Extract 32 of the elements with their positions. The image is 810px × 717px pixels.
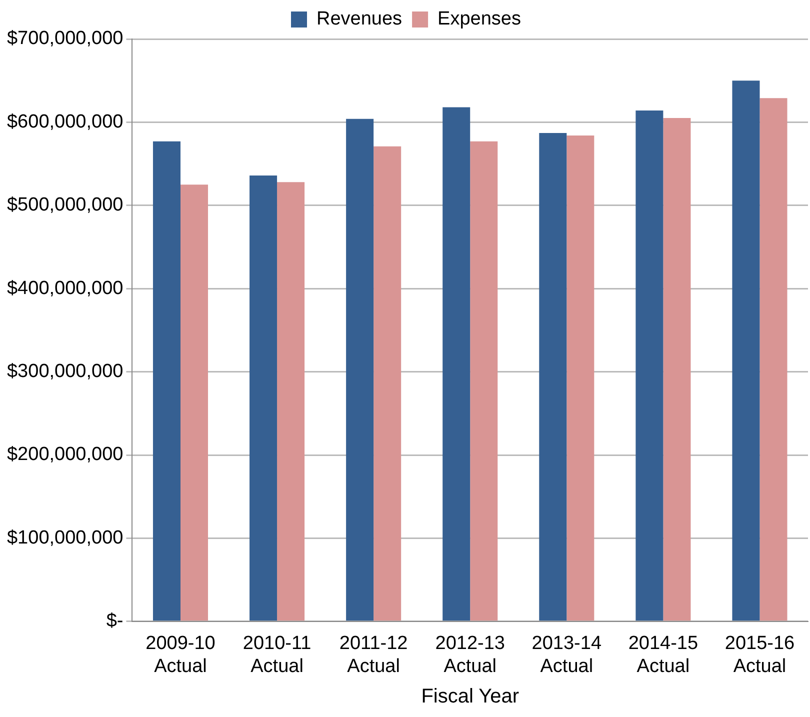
x-tick-label: 2013-14 Actual: [532, 633, 602, 677]
y-tick-label: $500,000,000: [6, 194, 124, 216]
bar: [152, 141, 180, 621]
bar: [277, 182, 305, 621]
bar: [732, 80, 760, 621]
legend-label: Revenues: [316, 8, 402, 30]
bar: [636, 110, 664, 621]
bar: [760, 98, 788, 621]
x-tick-label: 2010-11 Actual: [242, 633, 312, 677]
legend-label: Expenses: [438, 8, 522, 30]
bar: [470, 141, 498, 621]
bar: [180, 184, 208, 621]
y-tick-label: $300,000,000: [6, 361, 124, 382]
bar: [442, 107, 470, 621]
x-axis-title: Fiscal Year: [421, 686, 520, 708]
bar: [539, 133, 567, 621]
y-tick-label: $700,000,000: [6, 28, 124, 50]
x-tick-label: 2012-13 Actual: [435, 633, 505, 677]
bar: [374, 146, 402, 621]
y-tick-label: $400,000,000: [6, 278, 124, 299]
bar: [250, 175, 278, 621]
bar: [663, 118, 691, 621]
bar: [346, 118, 374, 621]
x-tick-label: 2009-10 Actual: [146, 633, 216, 677]
y-tick-label: $200,000,000: [6, 444, 124, 466]
y-tick-label: $100,000,000: [6, 527, 124, 548]
y-tick-label: $600,000,000: [6, 111, 124, 132]
bar: [566, 136, 594, 621]
x-tick-label: 2011-12 Actual: [339, 633, 408, 677]
y-tick-label: $-: [106, 610, 124, 632]
x-tick-label: 2014-15 Actual: [628, 633, 698, 677]
x-tick-label: 2015-16 Actual: [724, 633, 795, 677]
